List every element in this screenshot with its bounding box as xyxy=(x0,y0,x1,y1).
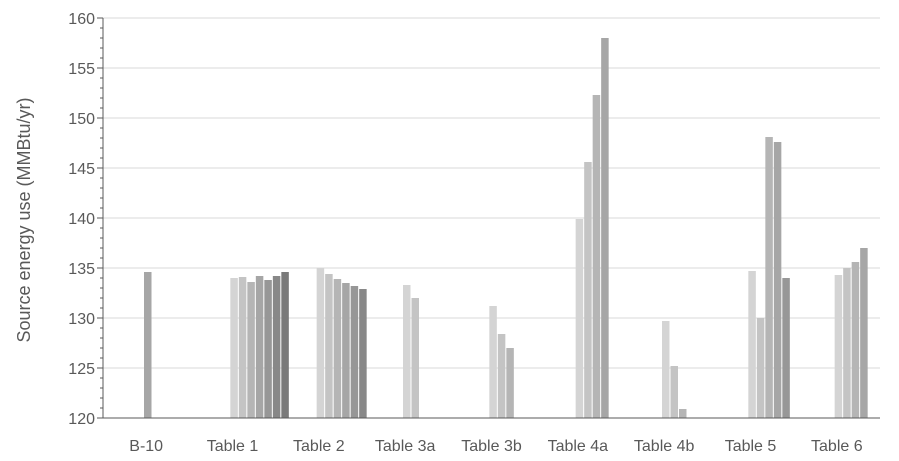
bar xyxy=(782,278,790,418)
y-tick-label: 140 xyxy=(68,211,95,228)
x-tick-label: Table 5 xyxy=(725,438,777,455)
y-tick-label: 155 xyxy=(68,61,95,78)
bar xyxy=(489,306,497,418)
x-tick-label: B-10 xyxy=(129,438,163,455)
bar xyxy=(852,262,860,418)
y-axis-title: Source energy use (MMBtu/yr) xyxy=(14,97,34,342)
bar xyxy=(843,268,851,418)
y-tick-labels: 120 125 130 135 140 145 150 155 160 xyxy=(68,11,95,428)
bar xyxy=(342,283,350,418)
y-tick-label: 135 xyxy=(68,261,95,278)
bar xyxy=(412,298,420,418)
bar xyxy=(662,321,670,418)
x-tick-labels: B-10 Table 1 Table 2 Table 3a Table 3b Table … xyxy=(129,438,862,455)
y-tick-label: 130 xyxy=(68,311,95,328)
bar xyxy=(256,276,263,418)
bar xyxy=(281,272,289,418)
x-tick-label: Table 6 xyxy=(811,438,863,455)
bar xyxy=(498,334,506,418)
x-tick-label: Table 4b xyxy=(634,438,695,455)
y-tick-label: 120 xyxy=(68,411,95,428)
bar xyxy=(273,276,281,418)
bar xyxy=(351,286,359,418)
bars xyxy=(144,38,868,418)
bar xyxy=(835,275,843,418)
bar xyxy=(247,282,255,418)
bar xyxy=(576,219,584,418)
bar xyxy=(230,278,238,418)
bar xyxy=(317,268,325,418)
x-tick-label: Table 4a xyxy=(548,438,609,455)
y-tick-label: 125 xyxy=(68,361,95,378)
x-tick-label: Table 2 xyxy=(293,438,345,455)
bar xyxy=(671,366,679,418)
bar xyxy=(601,38,609,418)
bar xyxy=(593,95,601,418)
bar xyxy=(748,271,756,418)
bar xyxy=(325,274,333,418)
bar xyxy=(774,142,782,418)
y-tick-label: 160 xyxy=(68,11,95,28)
bar xyxy=(765,137,773,418)
bar xyxy=(860,248,868,418)
x-tick-label: Table 3b xyxy=(461,438,522,455)
bar xyxy=(334,279,342,418)
bar xyxy=(757,318,765,418)
bar xyxy=(403,285,411,418)
x-tick-label: Table 1 xyxy=(207,438,259,455)
y-tick-label: 150 xyxy=(68,111,95,128)
bar xyxy=(144,272,152,418)
x-tick-label: Table 3a xyxy=(375,438,436,455)
bar xyxy=(584,162,592,418)
bar xyxy=(679,409,687,418)
y-tick-label: 145 xyxy=(68,161,95,178)
bar xyxy=(359,289,367,418)
bar xyxy=(506,348,514,418)
bar xyxy=(239,277,247,418)
bar xyxy=(264,280,272,418)
